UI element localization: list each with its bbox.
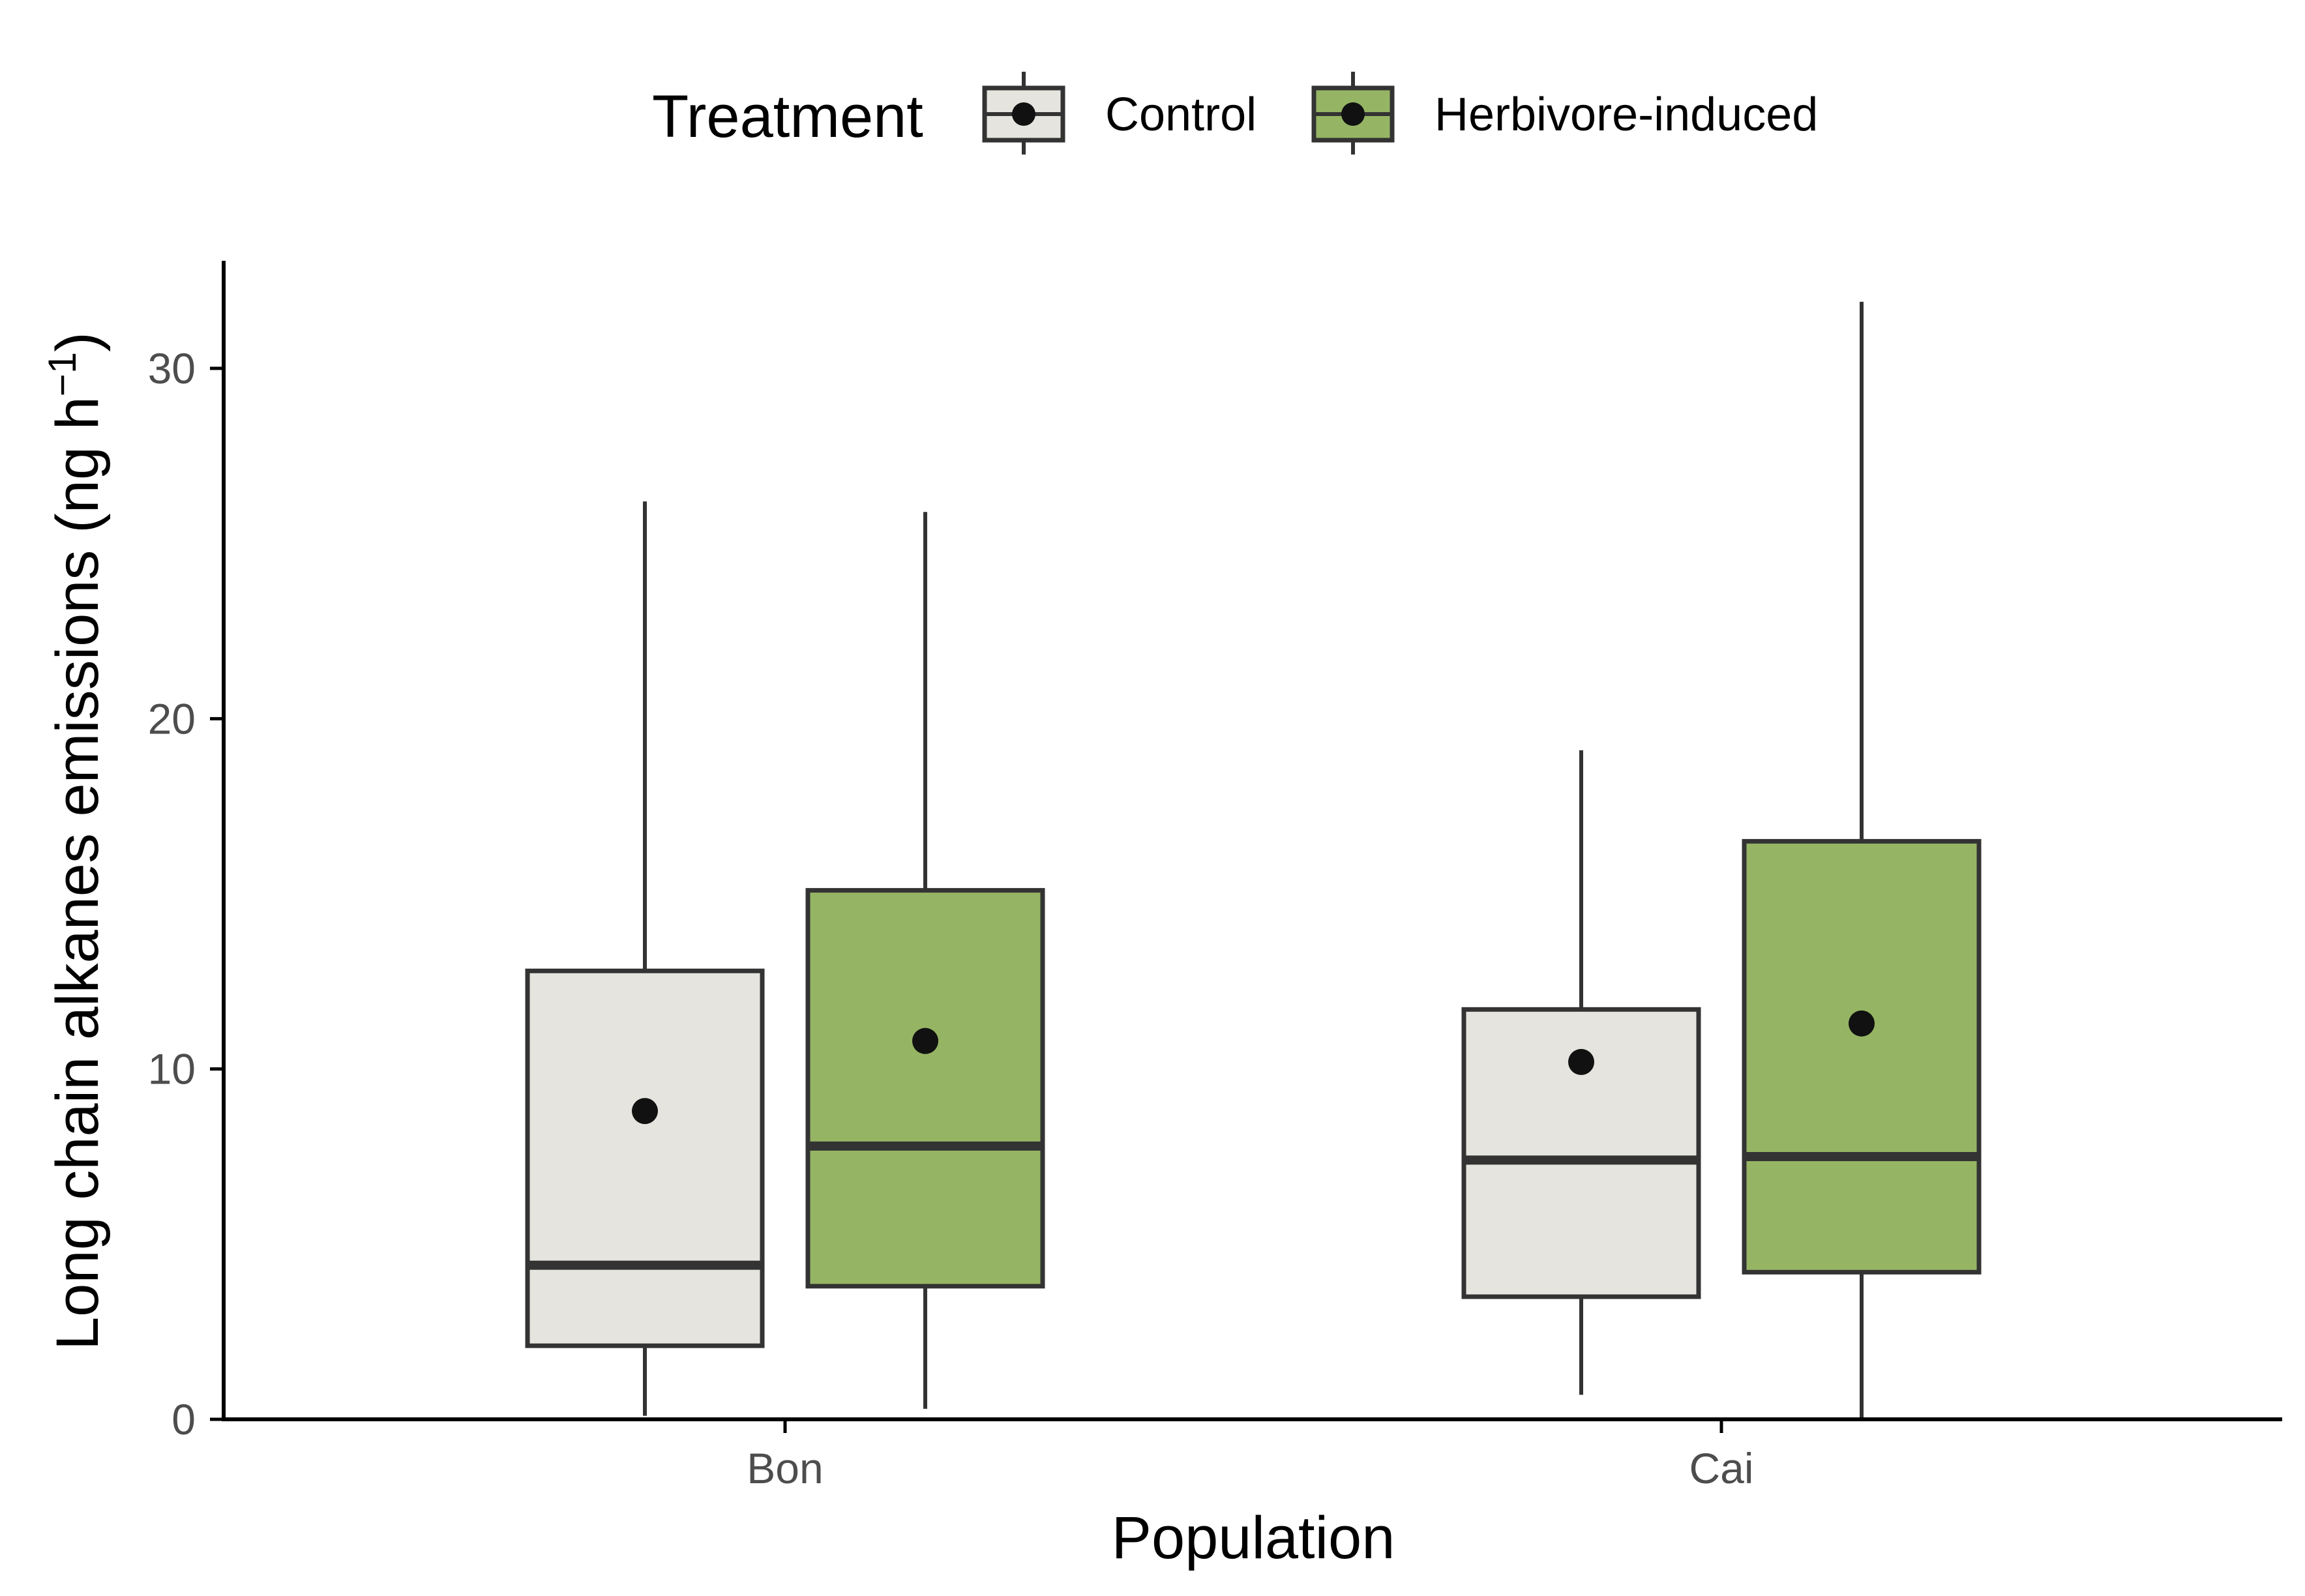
y-tick-label: 20 bbox=[148, 694, 196, 743]
mean-point bbox=[912, 1027, 938, 1054]
legend-key-point bbox=[1012, 102, 1035, 126]
box-herbivore-induced-bon bbox=[805, 512, 1045, 1409]
y-axis-title-close: ) bbox=[44, 332, 111, 352]
x-tick-label-cai: Cai bbox=[1689, 1444, 1753, 1492]
mean-point bbox=[632, 1098, 658, 1125]
iqr-box bbox=[1742, 838, 1982, 1275]
y-axis-ticks: 0 10 20 30 bbox=[148, 344, 224, 1443]
plot-area bbox=[525, 301, 1982, 1419]
y-tick-label: 30 bbox=[148, 344, 196, 392]
y-axis-title-main: Long chain alkanes emissions (ng h bbox=[44, 396, 111, 1350]
x-axis-ticks: Bon Cai bbox=[747, 1419, 1754, 1492]
x-tick-label-bon: Bon bbox=[747, 1444, 823, 1492]
box-herbivore-induced-cai bbox=[1742, 301, 1982, 1419]
legend-items: Control Herbivore-induced bbox=[982, 72, 1818, 155]
legend-label: Control bbox=[1105, 89, 1257, 141]
y-tick-label: 0 bbox=[171, 1395, 196, 1443]
mean-point bbox=[1568, 1048, 1594, 1075]
y-axis-title-exponent: −1 bbox=[40, 352, 84, 396]
legend-title: Treatment bbox=[652, 83, 923, 150]
legend-key-point bbox=[1341, 102, 1365, 126]
iqr-box bbox=[525, 968, 765, 1348]
legend: Treatment Control Herbivore-induced bbox=[652, 72, 1818, 155]
box-control-cai bbox=[1461, 750, 1701, 1395]
x-axis-title: Population bbox=[1112, 1505, 1395, 1571]
box-control-bon bbox=[525, 501, 765, 1416]
iqr-box bbox=[805, 888, 1045, 1289]
mean-point bbox=[1849, 1010, 1875, 1037]
legend-item-herbivore-induced: Herbivore-induced bbox=[1311, 72, 1818, 155]
y-axis-title: Long chain alkanes emissions (ng h−1) bbox=[40, 332, 111, 1350]
legend-label: Herbivore-induced bbox=[1435, 89, 1818, 141]
y-tick-label: 10 bbox=[148, 1045, 196, 1093]
legend-item-control: Control bbox=[982, 72, 1257, 155]
